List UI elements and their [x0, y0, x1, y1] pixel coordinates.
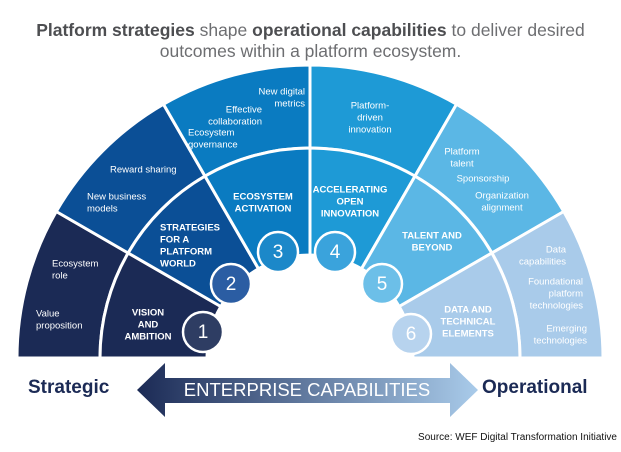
strategic-label: Strategic	[28, 377, 110, 398]
number-circle	[389, 312, 433, 356]
capability-label-line: Emerging	[546, 324, 587, 335]
segment-title-2-line: FOR A	[160, 235, 189, 246]
capability-label-line: Sponsorship	[457, 174, 510, 185]
capability-label-line: metrics	[274, 99, 305, 110]
capability-label-line: Organization	[475, 191, 529, 202]
capability-label: Effective collaboration	[208, 105, 262, 128]
segment-title-6-line: ELEMENTS	[442, 329, 494, 340]
segment-title-4: ACCELERATING OPEN INNOVATION	[313, 185, 388, 220]
capability-label: New digital metrics	[259, 87, 306, 110]
number-circle	[313, 230, 357, 274]
segment-number-badge-6: 6	[389, 312, 433, 356]
capability-label-line: Ecosystem	[188, 128, 235, 139]
diagram-title: Platform strategies shape operational ca…	[0, 20, 621, 62]
segment-number-badge-5: 5	[360, 262, 404, 306]
number-circle	[360, 262, 404, 306]
segment-number: 6	[406, 324, 417, 345]
arrow-label: ENTERPRISE CAPABILITIES	[184, 379, 430, 400]
segment-number: 4	[330, 242, 341, 263]
capability-label-line: role	[52, 271, 68, 282]
capability-label-line: Value	[36, 309, 60, 320]
capability-label-line: driven	[357, 113, 383, 124]
enterprise-capabilities-arrow: ENTERPRISE CAPABILITIES	[137, 363, 478, 417]
segment-title-2-line: WORLD	[160, 259, 196, 270]
segment-title-5-line: BEYOND	[412, 243, 453, 254]
capability-label-line: capabilities	[519, 257, 566, 268]
capability-label: Foundational platform technologies	[528, 277, 583, 312]
title-bold-2: operational capabilities	[252, 20, 447, 40]
capability-label-line: alignment	[481, 203, 523, 214]
segment-title-6-line: TECHNICAL	[441, 317, 496, 328]
segment-title-1-line: AND	[138, 320, 159, 331]
segment-title-5: TALENT AND BEYOND	[402, 231, 462, 254]
capability-label-line: platform	[549, 289, 583, 300]
segment-title-4-line: ACCELERATING	[313, 185, 388, 196]
capability-label-line: technologies	[530, 301, 584, 312]
capability-label: Value proposition	[36, 309, 82, 332]
segment-number-badge-3: 3	[256, 230, 300, 274]
title-bold-1: Platform strategies	[36, 20, 195, 40]
capability-label: New business models	[87, 192, 146, 215]
capability-label-line: collaboration	[208, 117, 262, 128]
capability-label-line: proposition	[36, 321, 82, 332]
segment-number-badge-1: 1	[181, 310, 225, 354]
segment-number: 1	[198, 322, 209, 343]
capability-label: Ecosystem role	[52, 259, 99, 282]
segment-title-3-line: ACTIVATION	[235, 204, 292, 215]
segment-title-2: STRATEGIES FOR A PLATFORM WORLD	[160, 223, 220, 270]
capability-label-line: Platform	[444, 147, 479, 158]
capability-label-line: Platform-	[351, 101, 390, 112]
capability-label: Sponsorship	[457, 174, 510, 185]
capability-label-line: talent	[450, 159, 474, 170]
segment-title-5-line: TALENT AND	[402, 231, 462, 242]
capability-label-line: models	[87, 204, 118, 215]
segment-title-1-line: AMBITION	[125, 332, 172, 343]
capability-label-line: Ecosystem	[52, 259, 99, 270]
segment-number-badge-4: 4	[313, 230, 357, 274]
capability-label-line: Reward sharing	[110, 165, 177, 176]
capability-label: Platform talent	[444, 147, 479, 170]
segment-number: 2	[226, 274, 237, 295]
capability-label: Reward sharing	[110, 165, 177, 176]
capability-label-line: innovation	[348, 125, 391, 136]
segment-title-3: ECOSYSTEM ACTIVATION	[233, 192, 293, 215]
number-circle	[181, 310, 225, 354]
segment-title-1: VISION AND AMBITION	[125, 308, 172, 343]
capability-label-line: Data	[546, 245, 567, 256]
segment-title-1-line: VISION	[132, 308, 164, 319]
segment-title-6-line: DATA AND	[444, 305, 492, 316]
capability-label-line: governance	[188, 140, 238, 151]
capability-label: Ecosystem governance	[188, 128, 238, 151]
title-text-1: shape	[194, 20, 253, 40]
segment-number: 3	[273, 242, 284, 263]
segment-title-3-line: ECOSYSTEM	[233, 192, 293, 203]
number-circle	[209, 262, 253, 306]
segment-title-4-line: OPEN	[337, 197, 364, 208]
segment-title-6: DATA AND TECHNICAL ELEMENTS	[441, 305, 496, 340]
double-arrow-shape	[137, 363, 478, 417]
source-note: Source: WEF Digital Transformation Initi…	[418, 432, 617, 443]
number-circle	[256, 230, 300, 274]
capability-label-line: Effective	[226, 105, 262, 116]
capability-label: Emerging technologies	[534, 324, 588, 347]
capability-label: Platform-driven innovation	[348, 101, 391, 136]
segment-number-badge-2: 2	[209, 262, 253, 306]
capability-label-line: Foundational	[528, 277, 583, 288]
operational-label: Operational	[482, 377, 588, 398]
capability-label: Data capabilities	[519, 245, 567, 268]
capability-label: Organization alignment	[475, 191, 529, 214]
title-line-2: outcomes within a platform ecosystem.	[159, 41, 462, 61]
capability-label-line: New digital	[259, 87, 305, 98]
segment-number: 5	[377, 274, 388, 295]
title-text-2: to deliver desired	[446, 20, 585, 40]
segment-title-2-line: PLATFORM	[160, 247, 212, 258]
capability-label-line: New business	[87, 192, 146, 203]
segment-title-2-line: STRATEGIES	[160, 223, 220, 234]
capability-label-line: technologies	[534, 336, 588, 347]
segment-title-4-line: INNOVATION	[321, 209, 379, 220]
